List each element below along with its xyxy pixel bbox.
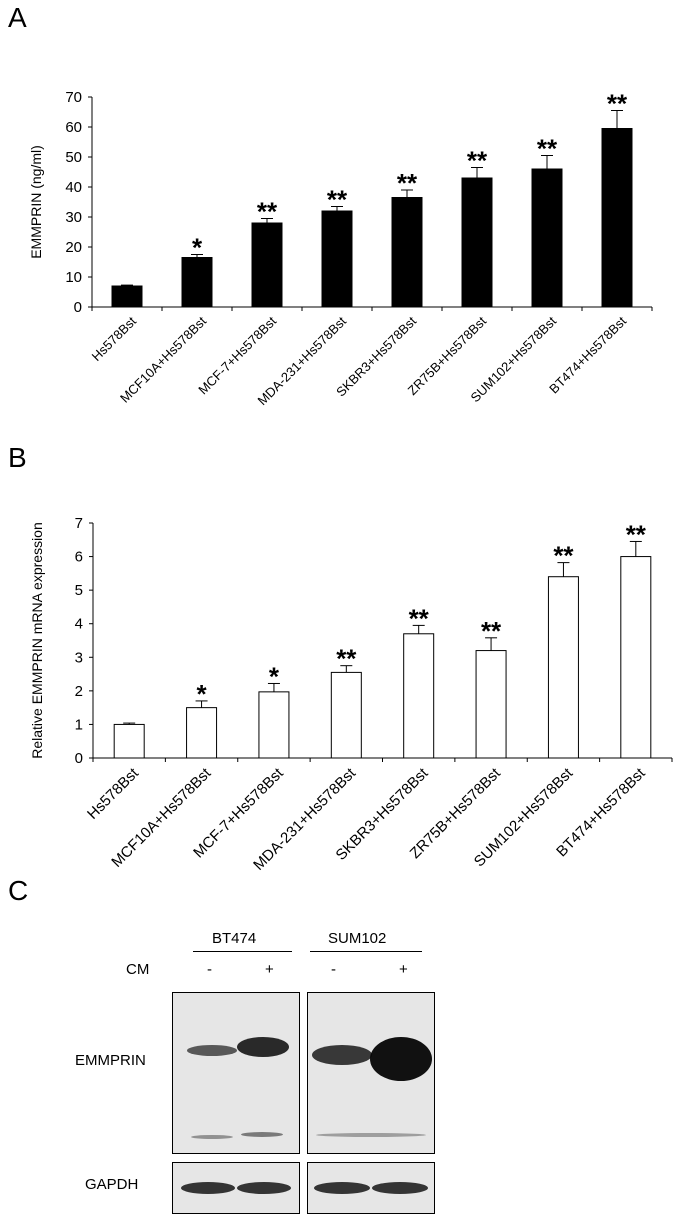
chart-b-y-tick-label: 5: [75, 582, 83, 599]
row-label-gapdh: GAPDH: [85, 1176, 139, 1193]
chart-b-significance-mark: **: [553, 541, 574, 571]
chart-b-bar: [403, 633, 435, 759]
emmprin-low-band-3: [316, 1133, 426, 1137]
chart-a-y-tick-label: 40: [65, 179, 82, 196]
chart-a-y-tick-label: 70: [65, 89, 82, 106]
blot-gapdh-sum102: [307, 1162, 435, 1214]
row-label-emmprin: EMMPRIN: [75, 1052, 146, 1069]
emmprin-low-band-2: [241, 1132, 283, 1137]
cell-line-label-bt474: BT474: [212, 930, 257, 947]
bt474-underline: [193, 951, 292, 952]
chart-b-bar: [547, 576, 579, 759]
emmprin-band-1: [187, 1045, 237, 1056]
gapdh-band-1: [181, 1182, 235, 1194]
emmprin-band-4: [370, 1037, 432, 1081]
chart-b-significance-mark: **: [481, 616, 502, 646]
chart-b-significance-mark: *: [269, 661, 280, 691]
lane-sign-3: -: [331, 961, 336, 978]
chart-b-bar: [475, 650, 507, 759]
panel-label-a: A: [8, 2, 27, 33]
chart-b-bar: [330, 671, 362, 759]
chart-a-significance-mark: **: [467, 146, 488, 176]
cell-line-label-sum102: SUM102: [328, 930, 387, 947]
blot-emmprin-sum102: [307, 992, 435, 1154]
chart-a-bar: [321, 210, 353, 308]
chart-b-y-tick-label: 2: [75, 683, 83, 700]
panel-label-c: C: [8, 875, 29, 906]
gapdh-band-2: [237, 1182, 291, 1194]
chart-a-bar: [181, 257, 213, 308]
chart-b-bar: [113, 723, 145, 759]
chart-b-significance-mark: **: [409, 603, 430, 633]
chart-a-y-tick-label: 20: [65, 239, 82, 256]
chart-b-y-axis-label: Relative EMMPRIN mRNA expression: [29, 522, 45, 759]
chart-a-significance-mark: **: [607, 89, 628, 119]
blot-gapdh-bt474: [172, 1162, 300, 1214]
chart-a-significance-mark: **: [327, 185, 348, 215]
lane-sign-1: -: [207, 961, 212, 978]
chart-b-bar: [258, 691, 290, 759]
chart-a-y-tick-label: 60: [65, 119, 82, 136]
emmprin-band-2: [237, 1037, 289, 1057]
sum102-underline: [310, 951, 422, 952]
emmprin-band-3: [312, 1045, 372, 1065]
chart-b-bar: [620, 556, 652, 759]
gapdh-band-4: [372, 1182, 428, 1194]
bar-chart-b: 0 1 2 3 4 5 6 7 Relative EMMPRIN mRNA expression…: [29, 515, 673, 874]
chart-a-significance-mark: **: [397, 168, 418, 198]
blot-emmprin-bt474: [172, 992, 300, 1154]
chart-a-bar: [531, 168, 563, 308]
lane-sign-4: +: [399, 961, 408, 978]
chart-a-y-tick-label: 0: [74, 299, 82, 316]
panel-label-b: B: [8, 442, 27, 473]
chart-a-y-tick-label: 50: [65, 149, 82, 166]
cm-label: CM: [126, 961, 150, 978]
chart-a-significance-mark: **: [257, 197, 278, 227]
chart-a-significance-mark: *: [192, 233, 203, 263]
chart-a-significance-mark: **: [537, 134, 558, 164]
chart-a-bar: [251, 222, 283, 308]
chart-b-significance-mark: **: [336, 644, 357, 674]
chart-b-bar: [186, 707, 218, 759]
chart-b-y-tick-label: 6: [75, 549, 83, 566]
chart-b-x-tick-label: Hs578Bst: [84, 764, 143, 823]
chart-b-y-tick-label: 7: [75, 515, 83, 532]
chart-b-y-tick-label: 0: [75, 750, 83, 767]
chart-a-y-axis-label: EMMPRIN (ng/ml): [28, 145, 44, 259]
chart-b-significance-mark: *: [197, 679, 208, 709]
chart-b-y-tick-label: 3: [75, 649, 83, 666]
chart-a-y-tick-label: 10: [65, 269, 82, 286]
chart-b-y-tick-label: 4: [75, 616, 83, 633]
chart-b-y-tick-label: 1: [75, 716, 83, 733]
gapdh-band-3: [314, 1182, 370, 1194]
emmprin-low-band-1: [191, 1135, 233, 1139]
lane-sign-2: +: [265, 961, 274, 978]
chart-b-significance-mark: **: [626, 519, 647, 549]
chart-a-y-tick-label: 30: [65, 209, 82, 226]
chart-a-bar: [391, 197, 423, 308]
